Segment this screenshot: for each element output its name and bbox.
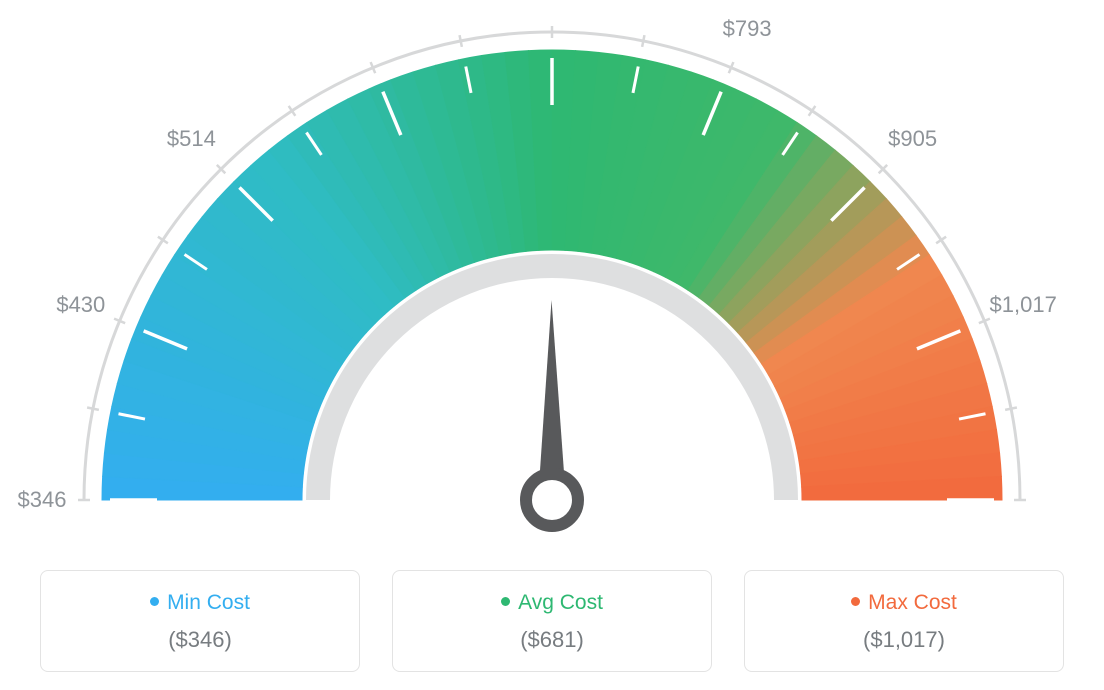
gauge-tick-label: $681 — [528, 0, 577, 3]
gauge-tick-label: $905 — [888, 126, 937, 152]
min-cost-card: Min Cost ($346) — [40, 570, 360, 672]
min-cost-value: ($346) — [51, 627, 349, 653]
max-cost-dot — [851, 597, 860, 606]
gauge-tick-label: $514 — [167, 126, 216, 152]
min-cost-dot — [150, 597, 159, 606]
gauge-chart: $346 $430 $514 $681 $793 $905 $1,017 — [0, 0, 1104, 560]
gauge-tick-label: $346 — [18, 487, 67, 513]
max-cost-label-row: Max Cost — [755, 591, 1053, 615]
gauge-svg — [0, 0, 1104, 560]
avg-cost-label: Avg Cost — [518, 591, 603, 614]
max-cost-card: Max Cost ($1,017) — [744, 570, 1064, 672]
max-cost-value: ($1,017) — [755, 627, 1053, 653]
avg-cost-card: Avg Cost ($681) — [392, 570, 712, 672]
gauge-tick-label: $1,017 — [990, 292, 1057, 318]
min-cost-label: Min Cost — [167, 591, 250, 614]
legend-row: Min Cost ($346) Avg Cost ($681) Max Cost… — [0, 570, 1104, 672]
avg-cost-label-row: Avg Cost — [403, 591, 701, 615]
avg-cost-dot — [501, 597, 510, 606]
gauge-tick-label: $430 — [56, 292, 105, 318]
gauge-tick-label: $793 — [723, 16, 772, 42]
avg-cost-value: ($681) — [403, 627, 701, 653]
max-cost-label: Max Cost — [868, 591, 957, 614]
min-cost-label-row: Min Cost — [51, 591, 349, 615]
